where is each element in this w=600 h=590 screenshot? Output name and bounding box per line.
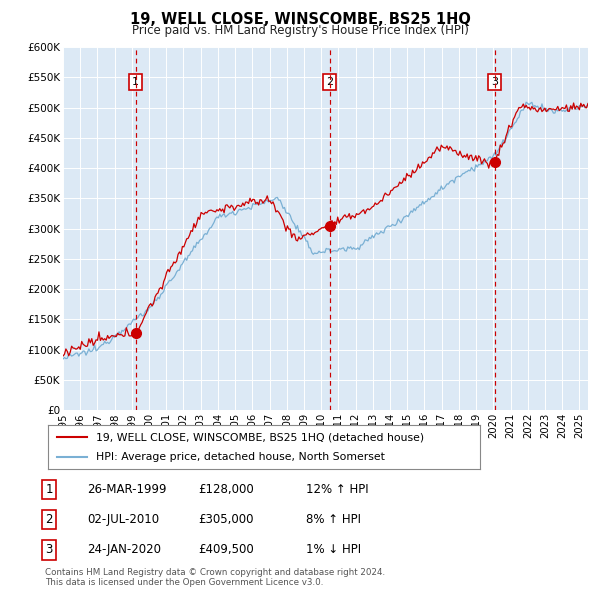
Text: £409,500: £409,500 — [198, 543, 254, 556]
Text: Price paid vs. HM Land Registry's House Price Index (HPI): Price paid vs. HM Land Registry's House … — [131, 24, 469, 37]
Text: £305,000: £305,000 — [198, 513, 254, 526]
Text: 1% ↓ HPI: 1% ↓ HPI — [306, 543, 361, 556]
Text: £128,000: £128,000 — [198, 483, 254, 496]
Text: 24-JAN-2020: 24-JAN-2020 — [87, 543, 161, 556]
Text: 02-JUL-2010: 02-JUL-2010 — [87, 513, 159, 526]
Text: 26-MAR-1999: 26-MAR-1999 — [87, 483, 167, 496]
Text: HPI: Average price, detached house, North Somerset: HPI: Average price, detached house, Nort… — [95, 452, 385, 461]
Text: 8% ↑ HPI: 8% ↑ HPI — [306, 513, 361, 526]
Text: 2: 2 — [46, 513, 53, 526]
Text: 1: 1 — [46, 483, 53, 496]
Text: 12% ↑ HPI: 12% ↑ HPI — [306, 483, 368, 496]
Text: 19, WELL CLOSE, WINSCOMBE, BS25 1HQ: 19, WELL CLOSE, WINSCOMBE, BS25 1HQ — [130, 12, 470, 27]
Text: 3: 3 — [491, 77, 498, 87]
Text: 1: 1 — [133, 77, 139, 87]
Text: Contains HM Land Registry data © Crown copyright and database right 2024.
This d: Contains HM Land Registry data © Crown c… — [45, 568, 385, 587]
Text: 3: 3 — [46, 543, 53, 556]
Text: 2: 2 — [326, 77, 334, 87]
Text: 19, WELL CLOSE, WINSCOMBE, BS25 1HQ (detached house): 19, WELL CLOSE, WINSCOMBE, BS25 1HQ (det… — [95, 432, 424, 442]
